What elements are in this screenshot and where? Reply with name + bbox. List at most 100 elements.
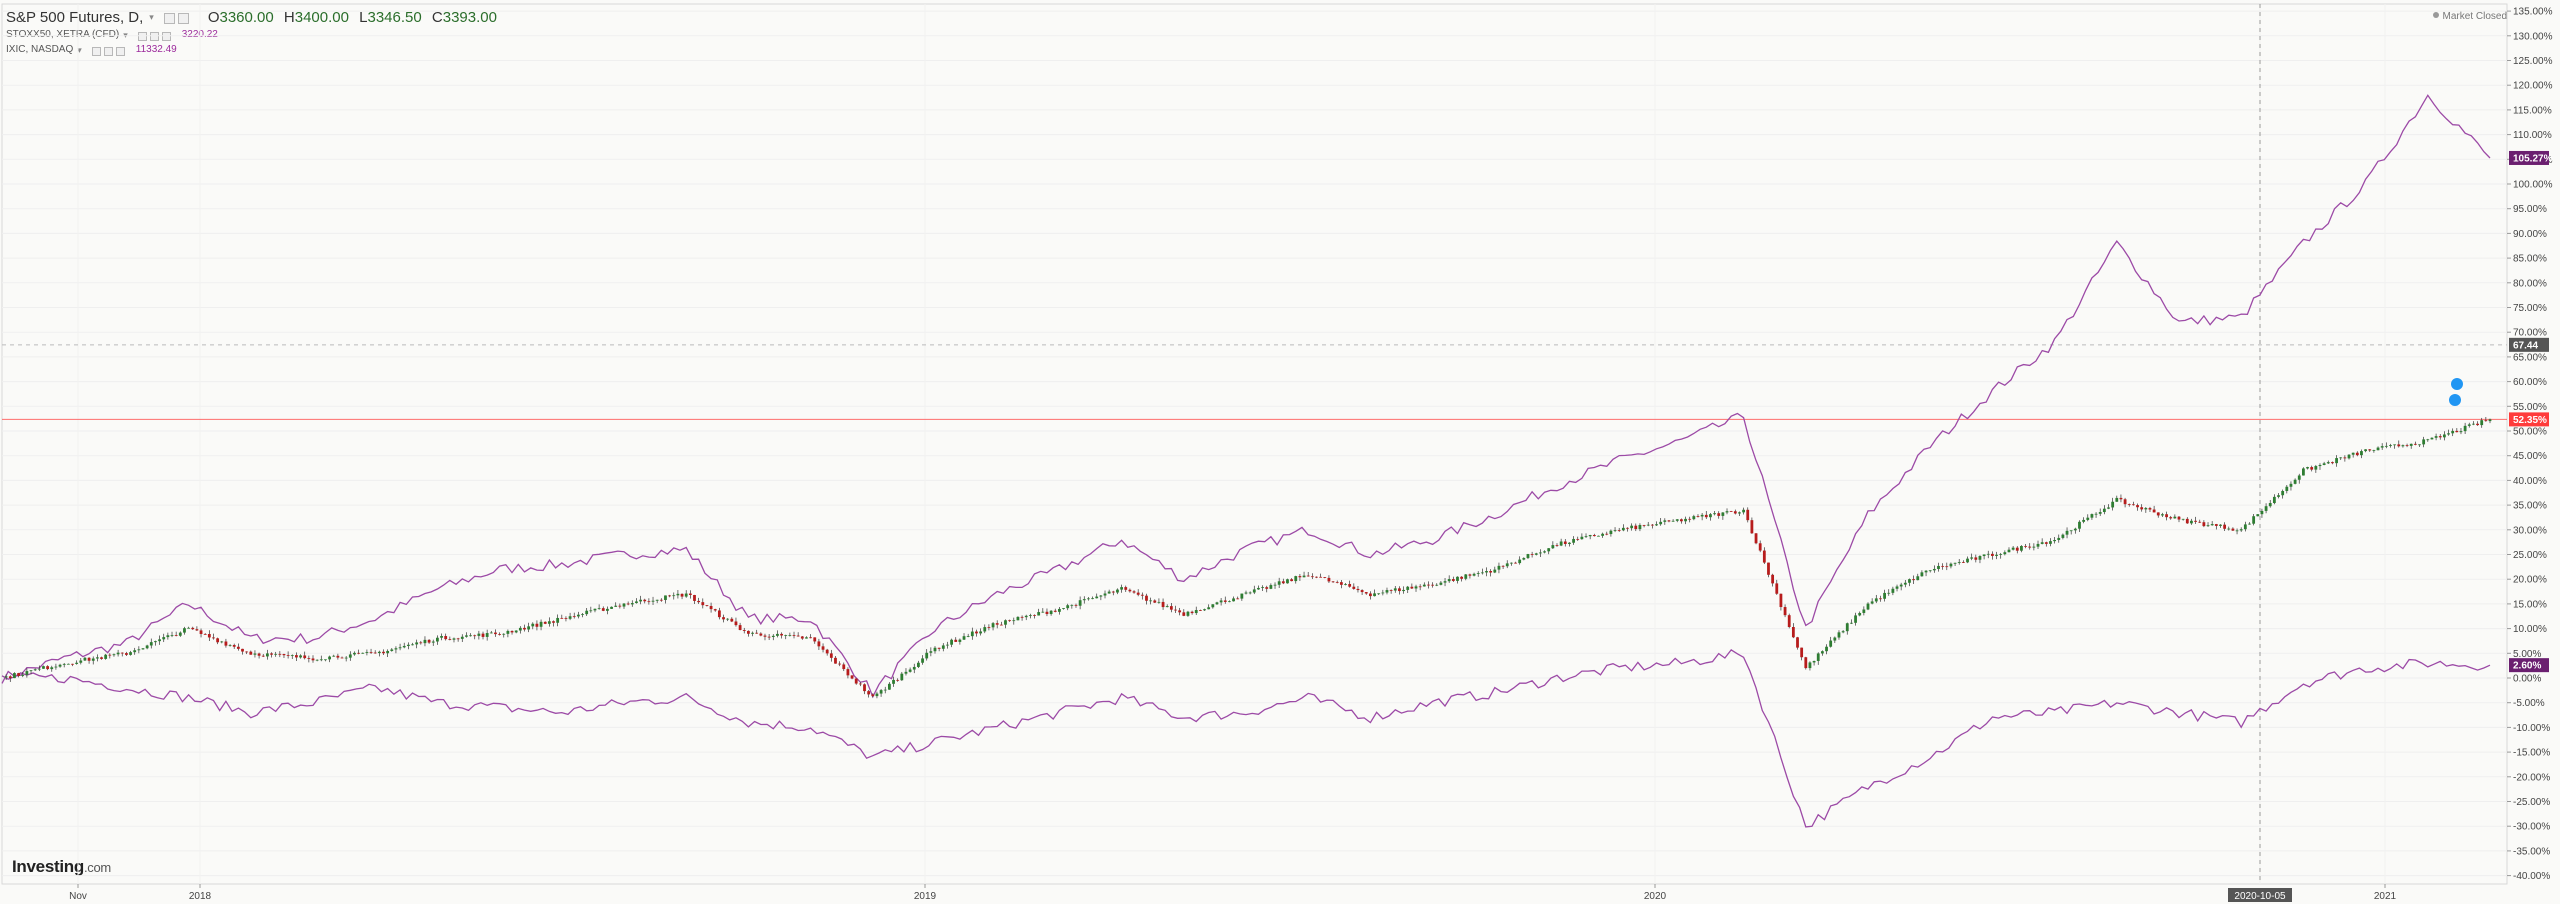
candle-body xyxy=(2484,420,2488,422)
candle-body xyxy=(265,653,269,657)
candle-body xyxy=(1107,591,1111,594)
compare-row-ixic[interactable]: IXIC, NASDAQ ▾ 11332.49 xyxy=(6,43,497,57)
candle-body xyxy=(315,659,319,661)
candle-body xyxy=(129,652,132,655)
candle-body xyxy=(1435,584,1439,586)
close-icon[interactable] xyxy=(115,46,125,56)
candle-body xyxy=(2318,464,2322,467)
candle-body xyxy=(556,617,560,623)
chevron-down-icon[interactable]: ▾ xyxy=(77,45,82,55)
candle-body xyxy=(1041,611,1045,613)
candle-body xyxy=(444,636,448,640)
main-symbol-row[interactable]: S&P 500 Futures, D, ▾ O3360.00 H3400.00 … xyxy=(6,8,497,27)
candle-body xyxy=(1451,579,1455,581)
candle-body xyxy=(1460,576,1464,579)
candle-body xyxy=(2438,436,2442,438)
candle-body xyxy=(1995,554,1998,556)
candle-body xyxy=(1501,565,1505,567)
candle-body xyxy=(1808,662,1812,669)
y-tick-label: 55.00% xyxy=(2513,402,2547,413)
candle-body xyxy=(1095,596,1099,599)
candle-body xyxy=(1335,581,1339,583)
candle-body xyxy=(120,652,124,654)
price-label: 52.35% xyxy=(2513,415,2547,426)
candle-body xyxy=(1742,509,1745,513)
open-value: 3360.00 xyxy=(219,9,274,26)
compare-symbol[interactable]: IXIC, NASDAQ xyxy=(6,44,74,55)
visibility-toggle-icon[interactable] xyxy=(163,13,175,24)
candle-body xyxy=(1414,586,1418,589)
candle-body xyxy=(1178,610,1182,613)
candle-body xyxy=(112,654,116,656)
candle-body xyxy=(1630,525,1634,529)
candle-body xyxy=(593,608,597,611)
candle-body xyxy=(1116,589,1119,593)
candle-body xyxy=(1626,527,1629,529)
candle-body xyxy=(2252,516,2256,524)
price-label: 105.27% xyxy=(2513,153,2553,164)
y-tick-label: -20.00% xyxy=(2513,772,2550,783)
settings-icon[interactable] xyxy=(103,46,113,56)
candle-body xyxy=(1870,601,1874,604)
candle-body xyxy=(1190,611,1194,614)
chevron-down-icon[interactable]: ▾ xyxy=(123,30,128,40)
candle-body xyxy=(597,608,601,609)
y-tick-label: -5.00% xyxy=(2513,698,2545,709)
candle-body xyxy=(1974,557,1978,560)
candle-body xyxy=(1961,561,1965,563)
candle-body xyxy=(2156,512,2160,516)
candle-body xyxy=(2397,444,2401,447)
candle-body xyxy=(1883,592,1886,599)
candle-body xyxy=(2343,457,2347,459)
candle-body xyxy=(1124,587,1128,590)
candle-body xyxy=(2285,486,2289,491)
market-status: Market Closed xyxy=(2432,11,2507,22)
candle-body xyxy=(1033,614,1036,616)
candle-body xyxy=(2260,510,2264,515)
candle-body xyxy=(1982,554,1986,557)
series-line xyxy=(1,649,2491,828)
candle-body xyxy=(149,642,153,646)
candle-body xyxy=(2223,524,2227,529)
chevron-down-icon[interactable]: ▾ xyxy=(149,12,154,22)
candle-body xyxy=(2057,537,2061,541)
candle-body xyxy=(809,637,812,639)
candle-body xyxy=(377,651,381,654)
candle-body xyxy=(62,663,66,665)
price-label: 2.60% xyxy=(2513,661,2541,672)
candle-body xyxy=(2401,445,2405,447)
candle-body xyxy=(79,660,83,663)
main-symbol[interactable]: S&P 500 Futures, D, xyxy=(6,9,144,26)
candle-body xyxy=(133,650,137,653)
candle-body xyxy=(1505,563,1509,567)
candle-body xyxy=(747,630,750,634)
settings-icon[interactable] xyxy=(177,13,189,24)
candle-body xyxy=(2148,508,2152,510)
candle-body xyxy=(2102,508,2106,513)
candle-body xyxy=(921,658,924,663)
candle-body xyxy=(212,637,215,639)
candle-body xyxy=(1767,562,1770,575)
candle-body xyxy=(419,642,423,644)
candle-body xyxy=(701,602,705,606)
compare-symbol[interactable]: STOXX50, XETRA (CFD) xyxy=(6,29,120,40)
y-tick-label: 35.00% xyxy=(2513,501,2547,512)
candle-body xyxy=(2007,549,2011,553)
candle-body xyxy=(1078,600,1082,606)
candle-body xyxy=(1837,632,1841,638)
candle-body xyxy=(1389,590,1393,591)
y-tick-label: -10.00% xyxy=(2513,723,2550,734)
candle-body xyxy=(904,671,908,674)
candle-body xyxy=(2302,468,2305,476)
candle-body xyxy=(883,689,887,691)
candle-body xyxy=(979,631,983,634)
candle-body xyxy=(1866,603,1870,610)
candle-body xyxy=(116,652,120,655)
candle-body xyxy=(892,679,895,684)
candle-body xyxy=(1833,637,1837,641)
candle-body xyxy=(303,655,307,659)
candle-body xyxy=(257,653,261,656)
candle-body xyxy=(908,669,912,672)
visibility-toggle-icon[interactable] xyxy=(91,46,101,56)
